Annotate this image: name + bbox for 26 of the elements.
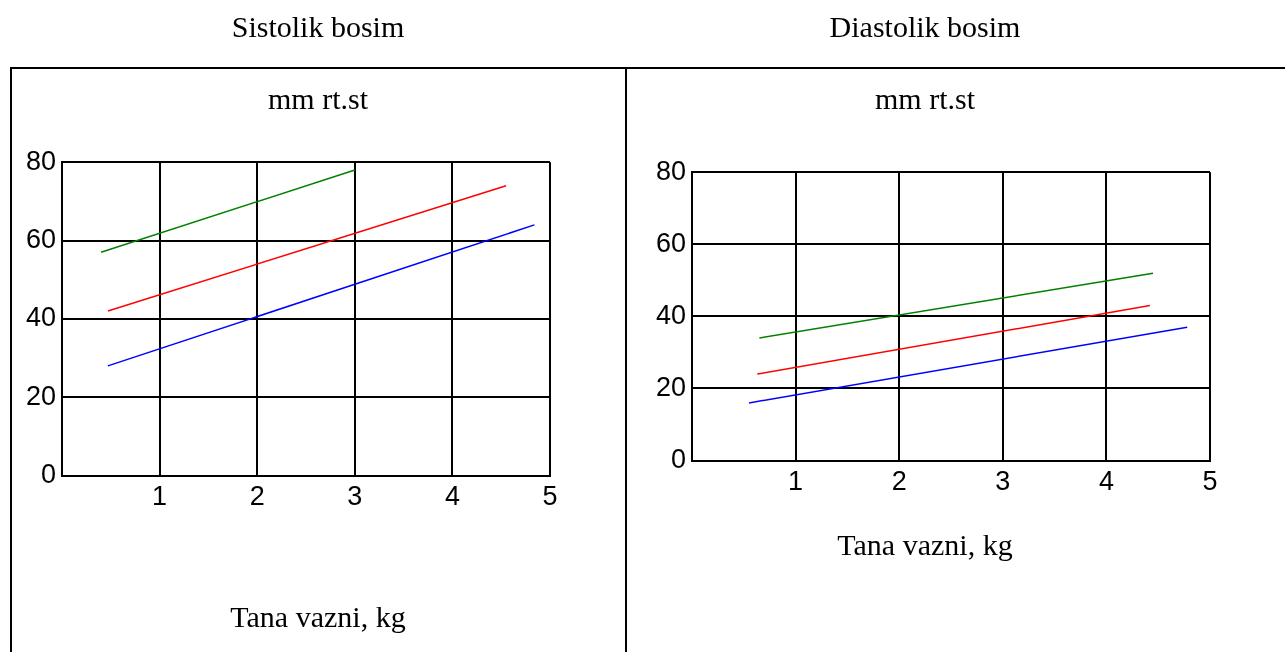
x-tick-label: 1 bbox=[152, 481, 168, 512]
y-tick-label: 60 bbox=[25, 224, 57, 254]
x-axis-title: Tana vazni, kg bbox=[229, 600, 407, 634]
y-tick-label: 0 bbox=[41, 459, 57, 490]
x-tick-label: 4 bbox=[1098, 466, 1114, 497]
y-tick-label: 40 bbox=[25, 302, 57, 333]
x-tick-label: 2 bbox=[891, 466, 907, 497]
x-tick-label: 1 bbox=[788, 466, 804, 497]
x-tick-label: 3 bbox=[347, 481, 363, 512]
x-tick-label: 3 bbox=[995, 466, 1011, 497]
chart-title: Diastolik bosim bbox=[828, 10, 1022, 44]
y-tick-label: 20 bbox=[25, 380, 57, 411]
y-tick-label: 20 bbox=[655, 371, 687, 402]
x-tick-label: 4 bbox=[444, 481, 460, 512]
x-tick-label: 2 bbox=[249, 481, 265, 512]
y-axis-title: mm rt.st bbox=[267, 82, 369, 116]
x-tick-label: 5 bbox=[1202, 466, 1218, 497]
chart-title: Sistolik bosim bbox=[230, 10, 406, 44]
y-tick-label: 0 bbox=[671, 444, 687, 475]
y-axis-title: mm rt.st bbox=[874, 82, 976, 116]
x-axis-title: Tana vazni, kg bbox=[836, 528, 1014, 562]
x-tick-label: 5 bbox=[542, 481, 558, 512]
y-tick-label: 40 bbox=[655, 299, 687, 330]
y-tick-label: 60 bbox=[655, 227, 687, 258]
y-tick-label: 80 bbox=[25, 145, 57, 176]
y-tick-label: 80 bbox=[655, 155, 687, 186]
